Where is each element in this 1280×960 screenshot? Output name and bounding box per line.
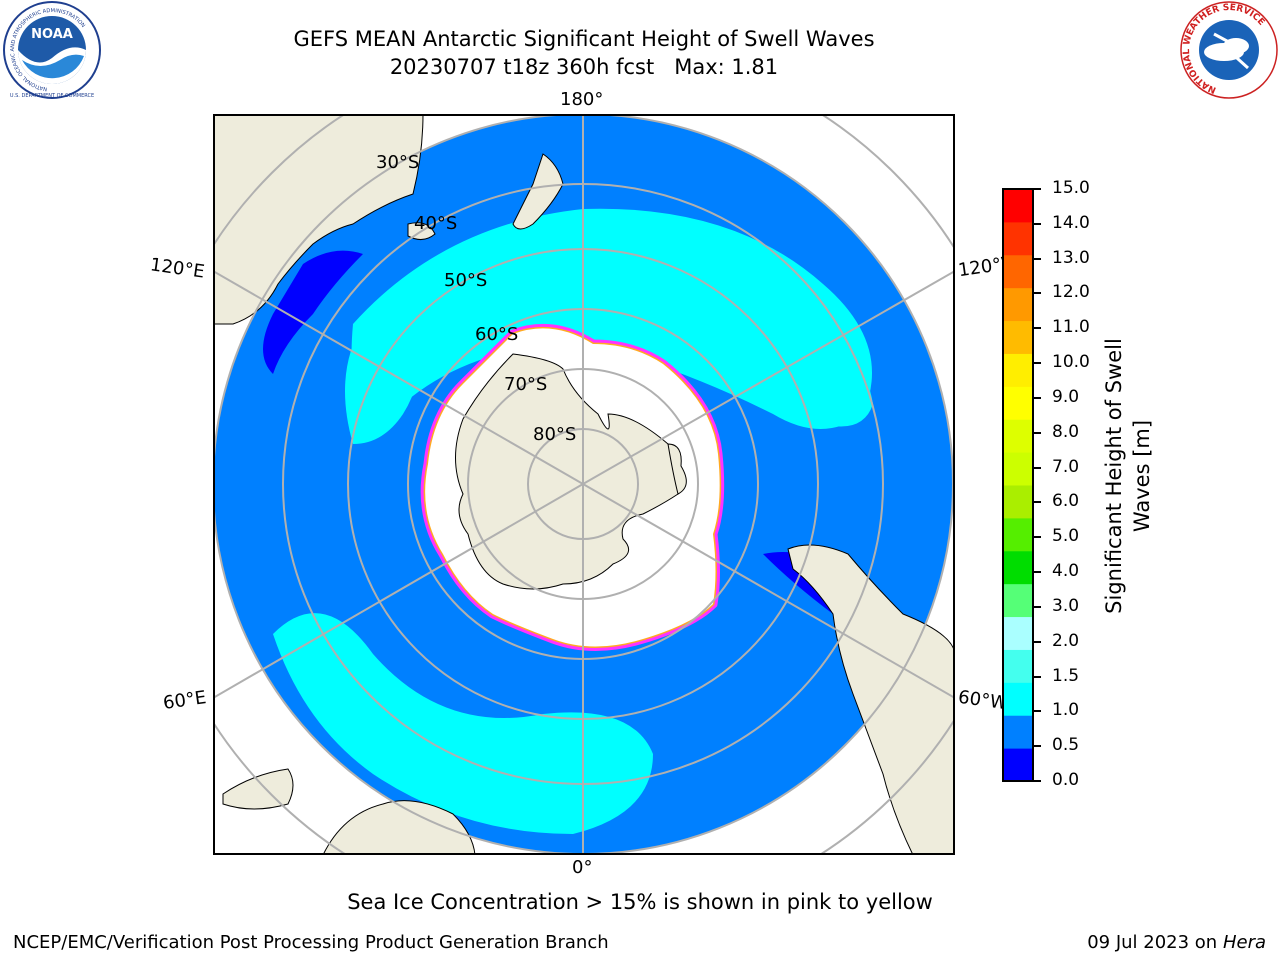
colorbar-tick-mark [1033, 536, 1041, 539]
colorbar-segment [1003, 485, 1033, 519]
chart-title: GEFS MEAN Antarctic Significant Height o… [293, 27, 875, 51]
colorbar-segment [1003, 748, 1033, 782]
footer-date: 09 Jul 2023 on Hera [1087, 932, 1266, 953]
colorbar-segment [1003, 682, 1033, 716]
lat-label-50s: 50°S [444, 270, 488, 291]
colorbar-tick-label: 8.0 [1052, 421, 1080, 442]
colorbar-tick-label: 9.0 [1052, 386, 1080, 407]
colorbar-tick-mark [1033, 466, 1041, 469]
colorbar-tick-mark [1033, 257, 1041, 260]
colorbar-tick-label: 11.0 [1052, 317, 1090, 338]
colorbar-segment [1003, 287, 1033, 322]
colorbar-tick-mark [1033, 362, 1041, 365]
colorbar-tick-mark [1033, 710, 1041, 713]
colorbar-tick-label: 13.0 [1052, 247, 1090, 268]
colorbar-segment [1003, 320, 1033, 354]
sea-ice-note: Sea Ice Concentration > 15% is shown in … [347, 890, 933, 914]
lat-label-80s: 80°S [533, 424, 577, 445]
colorbar-tick-label: 7.0 [1052, 456, 1080, 477]
colorbar-tick-mark [1033, 501, 1041, 504]
colorbar-tick-mark [1033, 396, 1041, 399]
new-zealand-land [512, 153, 564, 230]
map-frame [213, 114, 955, 855]
colorbar-tick-label: 0.0 [1052, 770, 1080, 790]
footer-date-text: 09 Jul 2023 on [1087, 932, 1223, 953]
lat-label-60s: 60°S [475, 324, 519, 345]
noaa-logo: NOAA NATIONAL OCEANIC AND ATMOSPHERIC AD… [3, 1, 101, 99]
colorbar-tick-mark [1033, 222, 1041, 225]
colorbar-tick-mark [1033, 571, 1041, 574]
swell-1-1.5-band-south [273, 613, 653, 834]
colorbar-tick-label: 5.0 [1052, 526, 1080, 547]
colorbar-tick-mark [1033, 605, 1041, 608]
swell-1-1.5-band-north [351, 208, 872, 429]
colorbar-segment [1003, 189, 1033, 223]
colorbar-segment [1003, 583, 1033, 618]
colorbar-label: Significant Height of Swell Waves [m] [1100, 338, 1156, 636]
colorbar-tick-label: 6.0 [1052, 491, 1080, 512]
colorbar-label-line2: Waves [m] [1130, 419, 1154, 533]
colorbar-tick-label: 10.0 [1052, 352, 1090, 373]
lat-label-40s: 40°S [414, 213, 458, 234]
lon-label-60e: 60°E [161, 687, 208, 714]
colorbar-tick-label: 4.0 [1052, 561, 1080, 582]
colorbar-segment [1003, 452, 1033, 486]
chart-subtitle: 20230707 t18z 360h fcst Max: 1.81 [389, 55, 779, 79]
colorbar-tick-mark [1033, 675, 1041, 678]
lon-label-180: 180° [560, 89, 604, 110]
colorbar-tick-mark [1033, 431, 1041, 434]
colorbar-segment [1003, 715, 1033, 749]
colorbar-tick-label: 1.5 [1052, 665, 1080, 686]
colorbar-tick-label: 0.5 [1052, 735, 1080, 756]
svg-text:NOAA: NOAA [31, 27, 73, 42]
polar-map [213, 114, 955, 855]
colorbar-segment [1003, 616, 1033, 650]
colorbar-tick-mark [1033, 327, 1041, 330]
colorbar-tick-label: 3.0 [1052, 595, 1080, 616]
antarctica-land [455, 353, 680, 590]
colorbar-tick-label: 15.0 [1052, 178, 1090, 198]
footer-credit: NCEP/EMC/Verification Post Processing Pr… [13, 932, 609, 953]
colorbar-segment [1003, 550, 1033, 585]
colorbar-tick-label: 12.0 [1052, 282, 1090, 303]
south-america-land [787, 544, 955, 855]
nws-logo: NATIONAL WEATHER SERVICE [1180, 1, 1278, 99]
lon-label-120e: 120°E [148, 254, 206, 283]
australia-land [213, 114, 424, 325]
swell-1-1.5-patch-east [807, 359, 873, 427]
colorbar-segment [1003, 419, 1033, 453]
swell-1-1.5-band-northwest [345, 324, 419, 444]
colorbar-segment [1003, 353, 1033, 387]
lat-label-30s: 30°S [376, 152, 420, 173]
colorbar-segment [1003, 649, 1033, 683]
colorbar-tick-mark [1033, 188, 1041, 190]
colorbar-tick-label: 14.0 [1052, 212, 1090, 233]
antarctic-peninsula [667, 443, 687, 495]
colorbar-segment [1003, 254, 1033, 289]
colorbar-segment [1003, 386, 1033, 420]
footer-host: Hera [1222, 932, 1266, 953]
colorbar-tick-label: 2.0 [1052, 630, 1080, 651]
colorbar [1002, 188, 1034, 782]
lat-label-70s: 70°S [504, 374, 548, 395]
colorbar-label-line1: Significant Height of Swell [1102, 338, 1126, 614]
colorbar-tick-mark [1033, 292, 1041, 295]
colorbar-segment [1003, 221, 1033, 256]
colorbar-tick-label: 1.0 [1052, 700, 1080, 721]
swell-0-0.5-west-coast [263, 250, 363, 374]
colorbar-segment [1003, 517, 1033, 552]
colorbar-tick-mark [1033, 640, 1041, 643]
svg-text:U.S. DEPARTMENT OF COMMERCE: U.S. DEPARTMENT OF COMMERCE [10, 93, 94, 99]
lon-label-0: 0° [572, 857, 593, 878]
colorbar-tick-mark [1033, 745, 1041, 748]
colorbar-tick-mark [1033, 780, 1041, 782]
